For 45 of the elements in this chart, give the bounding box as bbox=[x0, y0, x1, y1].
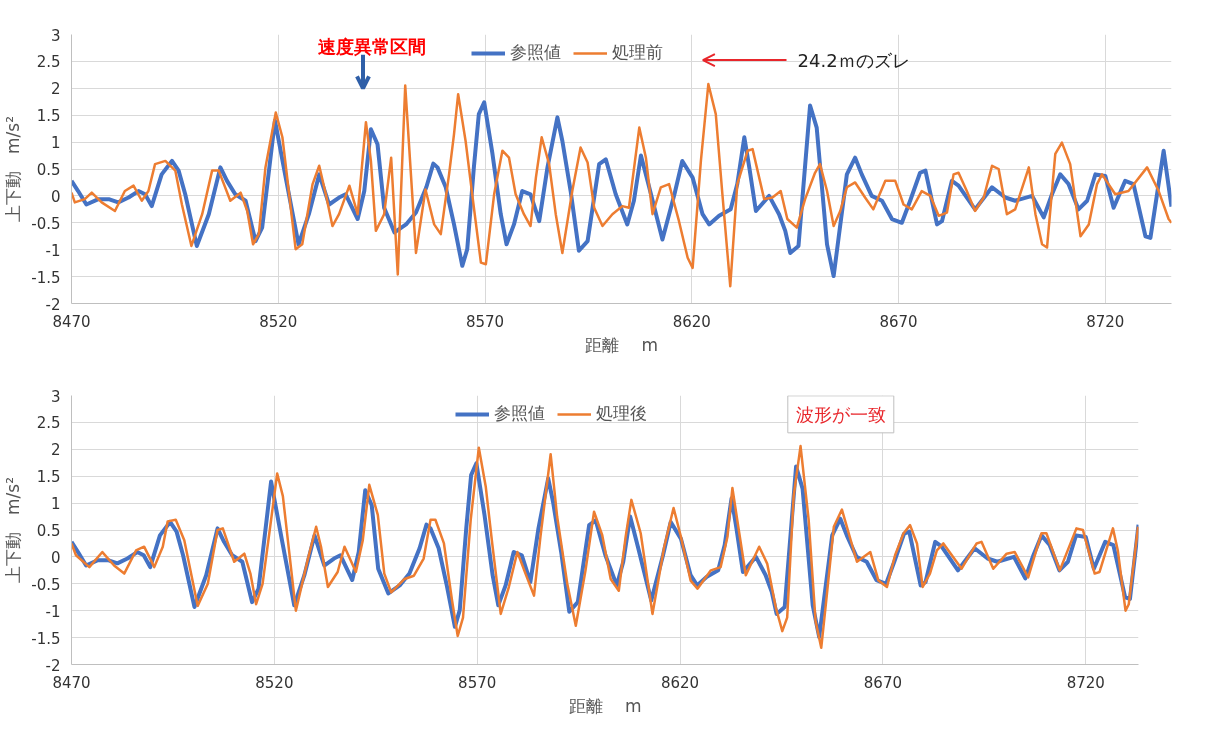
y-tick-label: 0 bbox=[50, 187, 61, 206]
x-tick-label: 8620 bbox=[660, 673, 700, 692]
x-tick-label: 8520 bbox=[259, 312, 298, 331]
x-axis-title: 距離 m bbox=[568, 695, 642, 716]
y-tick-label: 1.5 bbox=[36, 468, 61, 487]
x-tick-label: 8570 bbox=[465, 312, 505, 331]
y-tick-label: 2.5 bbox=[36, 414, 61, 433]
y-axis-title: 上下動 m/s² bbox=[3, 477, 24, 583]
x-tick-label: 8720 bbox=[1066, 673, 1105, 692]
legend-label: 参照値 bbox=[493, 402, 545, 425]
y-tick-label: -1 bbox=[45, 241, 61, 260]
y-tick-label: 2 bbox=[50, 80, 61, 99]
y-tick-label: 3 bbox=[50, 387, 61, 406]
y-tick-label: -1 bbox=[45, 602, 61, 621]
annotation: 波形が一致 bbox=[795, 403, 886, 425]
y-tick-label: 0 bbox=[50, 548, 61, 567]
y-tick-label: 1.5 bbox=[36, 107, 61, 126]
x-tick-label: 8470 bbox=[52, 312, 91, 331]
legend-label: 参照値 bbox=[510, 41, 561, 64]
y-tick-label: 2.5 bbox=[36, 53, 61, 72]
y-tick-label: -0.5 bbox=[31, 214, 61, 233]
x-tick-label: 8620 bbox=[672, 312, 711, 331]
y-tick-label: -0.5 bbox=[31, 575, 61, 594]
y-tick-label: 2 bbox=[50, 441, 61, 460]
annotation: 速度異常区間 bbox=[317, 36, 426, 58]
y-axis-title: 上下動 m/s² bbox=[3, 116, 24, 222]
x-tick-label: 8670 bbox=[863, 673, 903, 692]
y-tick-label: -1.5 bbox=[31, 629, 61, 648]
y-tick-label: -1.5 bbox=[31, 268, 61, 287]
legend-label: 処理前 bbox=[612, 41, 663, 64]
y-tick-label: -2 bbox=[45, 656, 61, 675]
x-tick-label: 8570 bbox=[458, 673, 497, 692]
y-tick-label: 3 bbox=[50, 26, 61, 45]
x-tick-label: 8520 bbox=[255, 673, 294, 692]
x-tick-label: 8670 bbox=[879, 312, 918, 331]
y-tick-label: 1 bbox=[50, 495, 61, 514]
x-axis-title: 距離 m bbox=[585, 334, 658, 355]
x-tick-label: 8720 bbox=[1086, 312, 1125, 331]
y-tick-label: 1 bbox=[50, 134, 61, 153]
y-tick-label: 0.5 bbox=[36, 522, 61, 540]
x-tick-label: 8470 bbox=[52, 673, 91, 692]
legend-label: 処理後 bbox=[595, 402, 647, 425]
y-tick-label: 0.5 bbox=[36, 161, 61, 179]
annotation: 24.2ｍのズレ bbox=[797, 49, 910, 71]
y-tick-label: -2 bbox=[45, 295, 61, 314]
